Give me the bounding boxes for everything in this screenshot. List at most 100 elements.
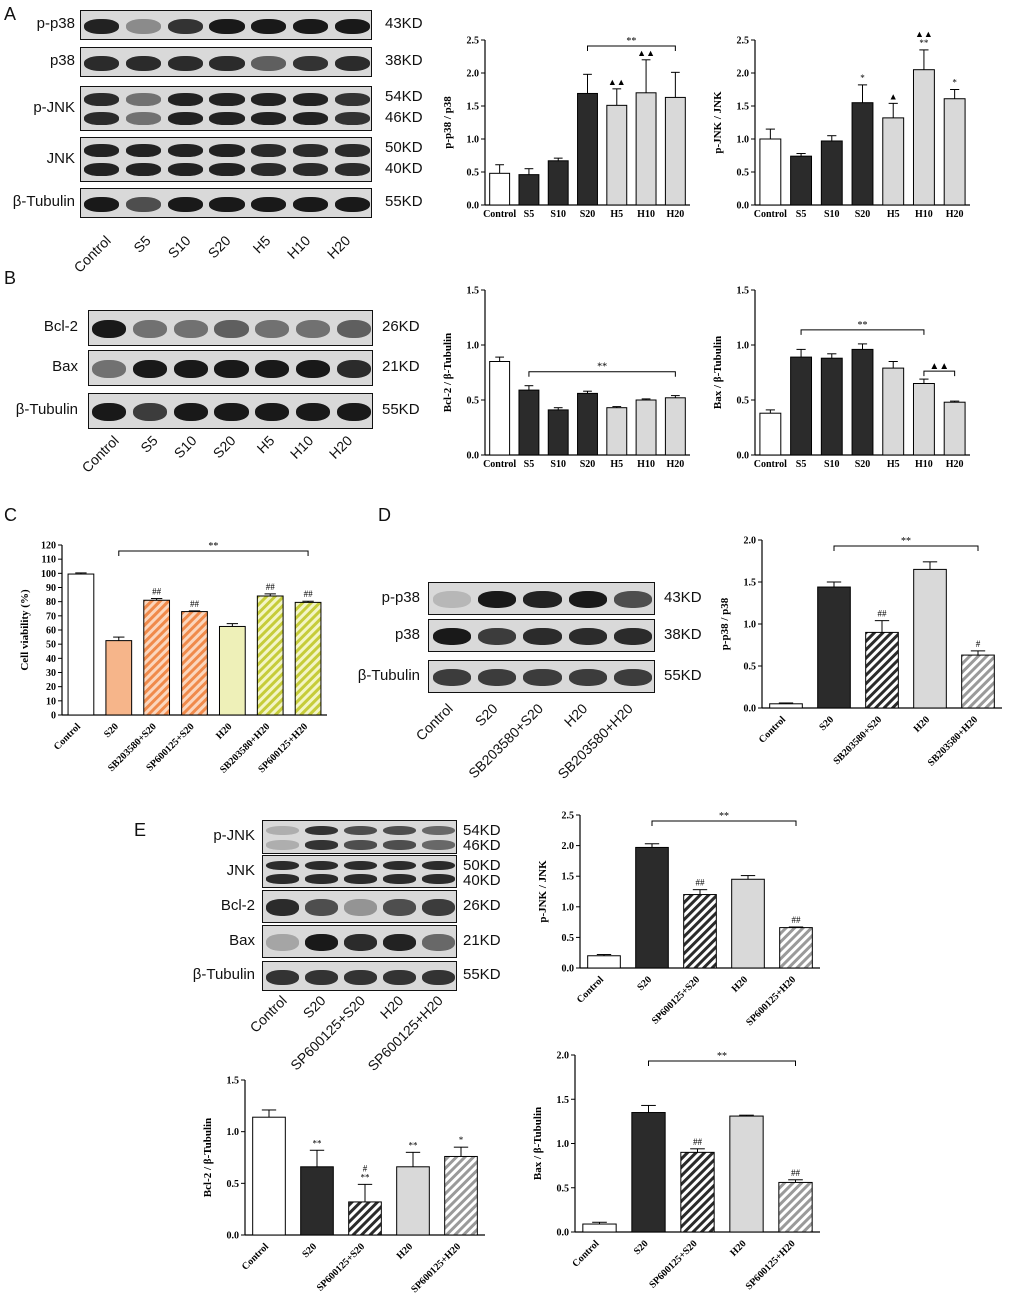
blot-band <box>422 860 455 870</box>
lane-label: S10 <box>170 432 200 462</box>
blot-band <box>383 899 416 916</box>
blot-band <box>383 825 416 836</box>
y-tick-label: 1.0 <box>737 341 750 352</box>
blot-band <box>614 628 653 645</box>
blot-row-label: β-Tubulin <box>192 966 255 983</box>
y-tick-label: 0.0 <box>737 201 750 212</box>
bar <box>635 92 657 206</box>
y-tick-label: 1.0 <box>744 620 757 631</box>
bar <box>851 102 874 206</box>
blot-band <box>334 55 370 71</box>
molecular-weight-label: 54KD <box>385 88 423 105</box>
bar <box>181 611 208 716</box>
blot-band <box>422 934 455 951</box>
y-tick-label: 1.0 <box>227 1127 240 1138</box>
y-axis-label: Bcl-2 / β-Tubulin <box>442 333 454 412</box>
significance-mark: * <box>860 73 865 83</box>
y-tick-label: 0.0 <box>744 704 757 715</box>
blot-band <box>167 18 203 34</box>
y-axis-label: p-p38 / p38 <box>719 597 731 650</box>
blot-band <box>295 360 331 378</box>
blot-band <box>523 591 562 608</box>
y-tick-label: 1.5 <box>467 286 480 297</box>
lane-label: H5 <box>249 232 274 257</box>
significance-bracket <box>118 550 309 556</box>
blot-band <box>334 93 370 106</box>
bar <box>489 172 511 206</box>
bar <box>664 397 686 456</box>
blot-strip <box>262 961 457 991</box>
panel-label-d: D <box>378 505 391 525</box>
molecular-weight-label: 55KD <box>463 966 501 983</box>
blot-band <box>132 360 168 378</box>
blot-band <box>383 934 416 951</box>
bar <box>489 361 511 456</box>
x-tick-label: SP600125+H20 <box>744 1238 798 1292</box>
significance-bracket <box>587 45 676 51</box>
x-tick-label: S10 <box>824 459 840 470</box>
x-tick-label: Control <box>757 714 788 745</box>
y-axis-label: Bax / β-Tubulin <box>712 336 724 409</box>
significance-mark: ▲ <box>889 91 898 101</box>
bracket-label: ** <box>858 320 868 331</box>
lane-label: H5 <box>253 432 278 457</box>
bar <box>731 878 765 969</box>
blot-strip <box>80 47 372 77</box>
blot-band <box>305 934 338 951</box>
bar <box>683 894 717 969</box>
x-tick-label: SB203580+H20 <box>926 714 980 768</box>
blot-band <box>305 825 338 836</box>
y-tick-label: 1.0 <box>562 902 575 913</box>
bar <box>961 654 995 709</box>
bar <box>67 573 95 716</box>
panel-label-c: C <box>4 505 17 525</box>
y-tick-label: 2.0 <box>467 69 480 80</box>
x-tick-label: H20 <box>912 714 932 734</box>
y-tick-label: 110 <box>42 555 56 566</box>
blot-band <box>568 628 607 645</box>
y-tick-label: 50 <box>46 640 56 651</box>
blot-band <box>266 874 299 884</box>
x-tick-label: S5 <box>796 459 807 470</box>
x-tick-label: S20 <box>300 1241 319 1260</box>
blot-band <box>167 144 203 157</box>
blot-band <box>344 969 377 985</box>
blot-band <box>334 144 370 157</box>
y-tick-label: 120 <box>41 541 56 552</box>
blot-band <box>251 163 287 176</box>
blot-band <box>214 403 249 421</box>
x-tick-label: S10 <box>550 459 566 470</box>
x-tick-label: S5 <box>796 209 807 220</box>
significance-bracket <box>833 545 979 551</box>
x-tick-label: H10 <box>637 459 655 470</box>
blot-band <box>214 320 249 338</box>
significance-bracket <box>528 371 676 377</box>
blot-band <box>266 825 299 836</box>
molecular-weight-label: 43KD <box>664 588 702 606</box>
blot-strip <box>80 188 372 218</box>
blot-band <box>209 55 245 71</box>
y-tick-label: 2.5 <box>467 36 480 47</box>
blot-band <box>92 360 127 378</box>
y-tick-label: 80 <box>46 597 56 608</box>
bar <box>518 174 540 206</box>
blot-band <box>214 360 249 378</box>
x-tick-label: SP600125+H20 <box>744 974 798 1028</box>
x-tick-label: Control <box>575 974 606 1005</box>
blot-band <box>126 55 162 71</box>
lane-label: S20 <box>471 700 501 730</box>
blot-band <box>422 899 455 916</box>
blot-band <box>344 840 377 850</box>
blot-band <box>344 874 377 884</box>
blot-band <box>255 320 290 338</box>
significance-mark: ** <box>409 1140 419 1150</box>
lane-label: Control <box>412 700 456 744</box>
blot-band <box>344 825 377 836</box>
blot-band <box>295 320 331 338</box>
chart-b-bcl2: 0.0 0.5 1.0 1.5 Bcl-2 / β-Tubulin Control S5 S1… <box>442 286 690 470</box>
bar <box>769 703 803 709</box>
x-tick-label: H20 <box>946 459 964 470</box>
blot-band <box>422 969 455 985</box>
y-tick-label: 1.0 <box>557 1139 570 1150</box>
x-tick-label: H5 <box>610 209 623 220</box>
